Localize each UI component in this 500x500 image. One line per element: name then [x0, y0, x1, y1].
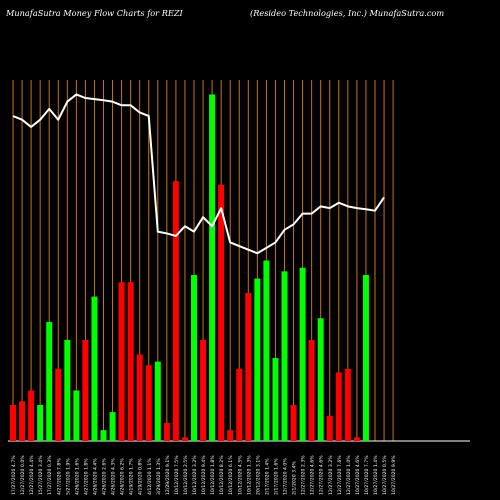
x-tick-label: 2/1/2020 3.4%	[292, 461, 298, 495]
x-tick-label: 4/26/2020 1.6%	[74, 458, 80, 495]
x-tick-label: 17/27/2020 4.7%	[11, 455, 17, 495]
x-tick-label: 2/17/2020 1.4%	[264, 458, 270, 495]
x-tick-label: 12/27/2020 4.6%	[319, 455, 325, 495]
x-tick-label: 10/27/2020 1.4%	[373, 455, 379, 495]
money-flow-bar	[200, 339, 207, 441]
x-tick-label: 12/27/2020 0.0%	[20, 455, 26, 495]
x-tick-label: 12/7/2020 4.0%	[283, 458, 289, 495]
money-flow-bar	[335, 372, 342, 441]
x-tick-label: 10/27/2020 9.9%	[391, 455, 397, 495]
x-tick-label: 12/29/2020 9.1%	[165, 455, 171, 495]
money-flow-bar	[28, 390, 35, 441]
x-tick-label: 5/27/2020 1.9%	[65, 458, 71, 495]
money-flow-bar	[362, 274, 369, 441]
money-flow-bar	[37, 404, 44, 441]
money-flow-bars	[10, 94, 369, 441]
money-flow-bar	[172, 181, 179, 441]
money-flow-bar	[218, 184, 225, 441]
x-tick-label: 12/27/2020 4.6%	[310, 455, 316, 495]
money-flow-bar	[191, 274, 197, 441]
money-flow-bar	[136, 354, 143, 441]
x-tick-label: 4/26/2020 4.4%	[92, 458, 98, 495]
x-tick-label: 10/12/2020 1.8%	[210, 455, 216, 495]
x-tick-label: 10/12/2020 3.2%	[192, 455, 198, 495]
money-flow-bar	[245, 292, 252, 441]
money-flow-bar	[227, 430, 234, 441]
money-flow-bar	[209, 94, 216, 441]
money-flow-bar	[82, 339, 89, 441]
x-tick-label: 4/26/2020 6.2%	[120, 458, 126, 495]
money-flow-bar	[290, 404, 297, 441]
x-tick-label: 10/12/2020 2.5%	[183, 455, 189, 495]
x-tick-label: 17/27/2020 0.3%	[47, 455, 53, 495]
money-flow-bar	[46, 321, 53, 441]
x-tick-label: 12/27/2020 1.0%	[346, 455, 352, 495]
x-tick-label: 12/27/2020 3.2%	[328, 455, 334, 495]
x-tick-label: 10/12/2020 4.5%	[237, 455, 243, 495]
money-flow-bar	[163, 422, 170, 441]
x-tick-label: 10/27/2020 7.7%	[364, 455, 370, 495]
x-tick-label: 12/27/2020 4.4%	[29, 455, 35, 495]
company-name: (Resideo Technologies, Inc.) MunafaSutra…	[250, 8, 445, 18]
price-line	[12, 93, 385, 255]
money-flow-bar	[73, 390, 80, 441]
chart-title: MunafaSutra Money Flow Charts for REZI	[6, 8, 183, 18]
money-flow-bar	[353, 437, 360, 441]
x-tick-label: 4/26/2020 2.6%	[102, 458, 108, 495]
money-flow-bar	[254, 278, 261, 441]
x-tick-labels: 17/27/2020 4.7% 12/27/2020 0.0% 12/27/2020…	[11, 455, 397, 495]
x-tick-label: 4/19/2020 1.7%	[129, 458, 135, 495]
money-flow-bar	[236, 368, 243, 441]
money-flow-bar	[64, 339, 71, 441]
x-tick-label: 10/12/2020 7.5%	[174, 455, 180, 495]
money-flow-bar	[145, 365, 152, 441]
money-flow-bar	[127, 282, 134, 441]
money-flow-bar	[91, 296, 98, 441]
money-flow-bar	[118, 282, 125, 441]
x-tick-label: 10/27/2020 4.6%	[355, 455, 361, 495]
x-tick-label: 15/27/2020 3.4%	[38, 455, 44, 495]
x-tick-label: 12/27/2020 2.3%	[301, 455, 307, 495]
money-flow-bar	[263, 260, 270, 441]
money-flow-bar	[19, 401, 26, 441]
money-flow-bar	[109, 412, 116, 441]
x-tick-label: 12/27/2020 7.6%	[337, 455, 343, 495]
x-tick-label: 4/27/2020 7.8%	[56, 458, 62, 495]
x-tick-label: 10/12/2020 1.3%	[246, 455, 252, 495]
x-tick-label: 10/12/2020 6.1%	[228, 455, 234, 495]
x-tick-label: 10/12/2020 8.2%	[219, 455, 225, 495]
x-tick-label: 20/12/2020 3.1%	[255, 455, 261, 495]
money-flow-bar	[299, 267, 306, 441]
money-flow-bar	[10, 404, 16, 441]
money-flow-bar	[272, 357, 279, 441]
x-tick-label: 3/29/2020 1.3%	[156, 458, 162, 495]
x-tick-label: 10/12/2020 9.4%	[201, 455, 207, 495]
x-tick-label: 4/12/2020 1.1%	[147, 458, 153, 495]
money-flow-bar	[317, 318, 324, 441]
x-tick-label: 10/27/2020 0.5%	[382, 455, 388, 495]
x-tick-label: 4/19/2020 0.8%	[138, 458, 144, 495]
money-flow-bar	[55, 368, 62, 441]
money-flow-bar	[100, 430, 107, 441]
x-tick-label: 2/17/2020 1.6%	[273, 458, 279, 495]
money-flow-bar	[344, 368, 351, 441]
money-flow-bar	[308, 339, 315, 441]
x-tick-label: 4/26/2020 4.3%	[111, 458, 117, 495]
money-flow-bar	[326, 415, 333, 441]
money-flow-bar	[281, 271, 288, 441]
x-tick-label: 4/27/2020 1.8%	[83, 458, 89, 495]
money-flow-bar	[154, 361, 161, 441]
money-flow-bar	[181, 437, 188, 441]
